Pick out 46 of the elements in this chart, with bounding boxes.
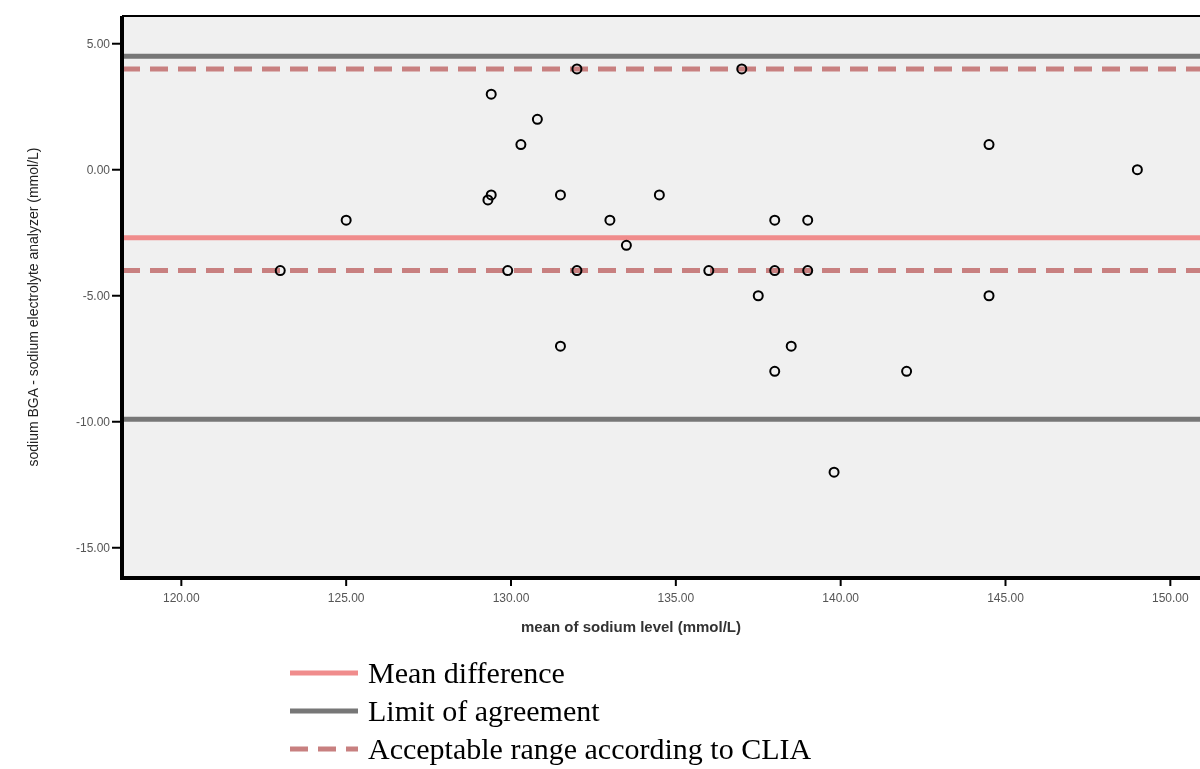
point: [736, 63, 748, 75]
legend-label: Limit of agreement: [368, 694, 601, 727]
legend-label: Mean difference: [368, 656, 565, 689]
point: [703, 265, 715, 277]
x-axis-title: mean of sodium level (mmol/L): [520, 618, 742, 635]
x-tick-label: 125.00: [327, 591, 365, 605]
point: [502, 265, 514, 277]
point: [571, 63, 583, 75]
point: [769, 265, 781, 277]
x-tick-label: 120.00: [162, 591, 201, 605]
point: [1131, 164, 1143, 176]
y-tick-label: -5.00: [82, 288, 111, 303]
y-tick-label: 0.00: [86, 162, 111, 177]
point: [571, 265, 583, 277]
point: [531, 113, 543, 125]
x-tick-label: 150.00: [1151, 591, 1190, 605]
point: [274, 265, 286, 277]
point: [901, 365, 913, 377]
y-axis-title: sodium BGA - sodium electrolyte analyzer (mmol/L): [25, 147, 41, 467]
point: [620, 239, 632, 251]
point: [983, 290, 995, 302]
x-tick-label: 140.00: [822, 591, 860, 605]
point: [828, 466, 840, 478]
point: [769, 365, 781, 377]
point: [554, 189, 566, 201]
legend-label: Acceptable range according to CLIA: [368, 732, 812, 765]
point: [802, 214, 814, 226]
x-tick-label: 130.00: [492, 591, 530, 605]
point: [515, 139, 527, 151]
point: [604, 214, 616, 226]
point: [554, 340, 566, 352]
point: [752, 290, 764, 302]
point: [983, 139, 995, 151]
point: [482, 194, 494, 206]
point: [769, 214, 781, 226]
x-tick-label: 145.00: [987, 591, 1025, 605]
y-tick-label: -15.00: [75, 540, 111, 555]
y-tick-label: -10.00: [75, 414, 111, 429]
point: [802, 265, 814, 277]
point: [485, 189, 497, 201]
point: [785, 340, 797, 352]
x-tick-label: 135.00: [657, 591, 695, 605]
point: [485, 88, 497, 100]
point: [340, 214, 352, 226]
y-tick-label: 5.00: [86, 36, 111, 51]
point: [653, 189, 665, 201]
